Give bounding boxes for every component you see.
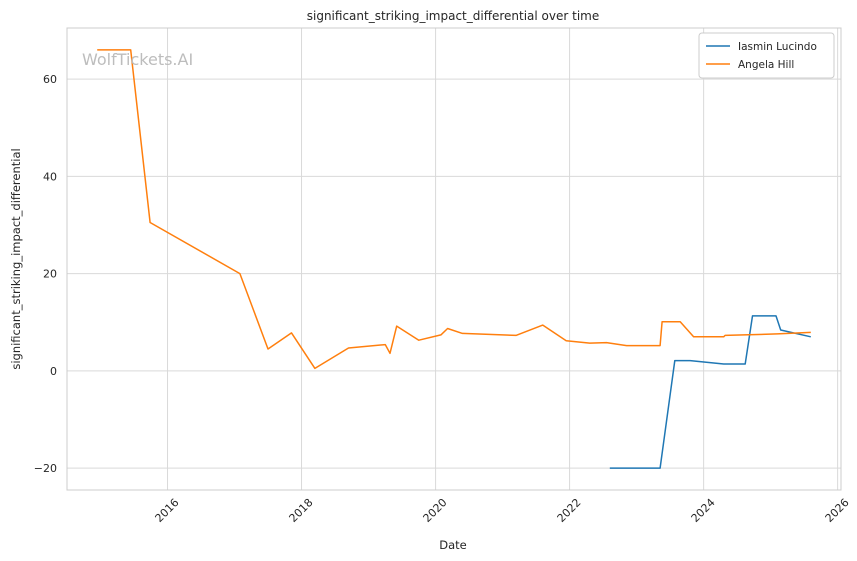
watermark: WolfTickets.AI	[82, 50, 193, 69]
series-layer	[97, 49, 811, 469]
y-tick-label: 0	[50, 365, 57, 378]
grid	[67, 28, 841, 490]
y-ticks: −20 0 20 40 60	[34, 73, 57, 475]
legend-label: Angela Hill	[738, 59, 794, 71]
legend-label: Iasmin Lucindo	[738, 41, 817, 53]
plot-frame	[66, 27, 842, 491]
legend: Iasmin Lucindo Angela Hill	[698, 32, 835, 79]
y-tick-label: 20	[43, 268, 57, 281]
x-axis-label: Date	[439, 538, 467, 552]
y-axis-label: significant_striking_impact_differential	[9, 148, 23, 369]
series-line-angela-hill	[97, 49, 811, 370]
y-tick-label: −20	[34, 462, 57, 475]
series-line-iasmin-lucindo	[609, 315, 811, 469]
chart-title: significant_striking_impact_differential…	[307, 9, 599, 23]
y-tick-label: 60	[43, 73, 57, 86]
y-tick-label: 40	[43, 170, 57, 183]
legend-box	[698, 32, 835, 79]
